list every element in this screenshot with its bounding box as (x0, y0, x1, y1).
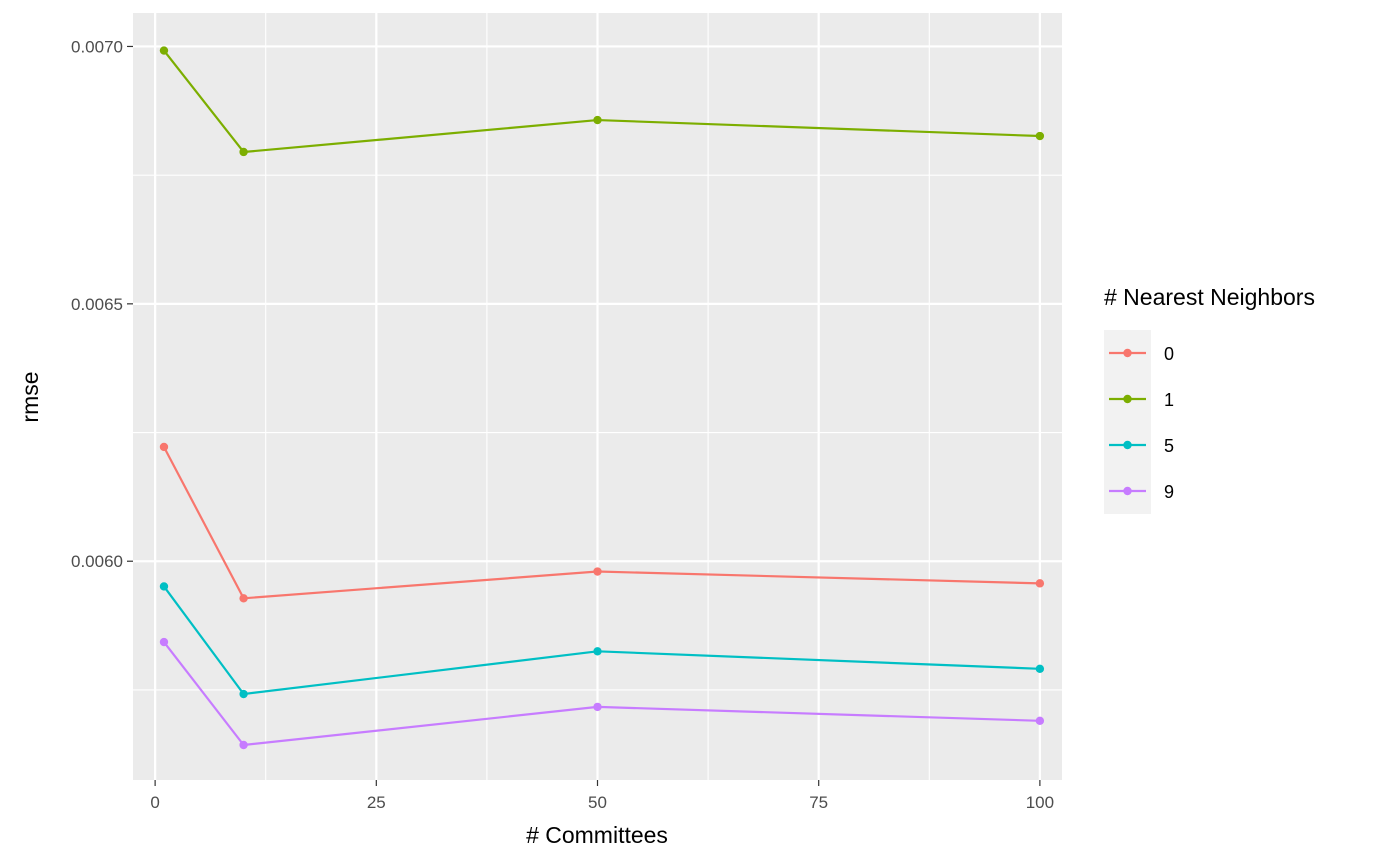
legend-label-0: 0 (1164, 344, 1174, 364)
series-line-9 (163, 641, 1040, 747)
legend-key-point-0 (1123, 348, 1132, 358)
data-point-1 (593, 115, 602, 125)
legend-title: # Nearest Neighbors (1104, 284, 1315, 310)
legend-label-9: 9 (1164, 482, 1174, 502)
x-tick-label: 0 (150, 793, 159, 812)
x-axis-title: # Committees (526, 822, 668, 848)
legend-label-5: 5 (1164, 436, 1174, 456)
axis-ticks (127, 45, 1041, 786)
y-tick-label: 0.0060 (71, 552, 123, 571)
data-point-5 (593, 647, 602, 656)
legend: # Nearest Neighbors 0 1 5 9 (1104, 284, 1315, 514)
y-tick-label: 0.0070 (71, 37, 123, 56)
x-tick-label: 75 (809, 793, 828, 812)
data-point-1 (159, 46, 169, 55)
y-tick-label: 0.0065 (71, 295, 123, 314)
legend-label-1: 1 (1164, 390, 1174, 410)
x-tick-label: 50 (588, 793, 607, 812)
series-layer (159, 46, 1045, 750)
legend-key-point-9 (1123, 486, 1132, 496)
data-point-0 (593, 567, 602, 576)
legend-key-point-5 (1123, 440, 1132, 450)
y-axis-title: rmse (17, 371, 43, 422)
x-tick-label: 100 (1026, 793, 1054, 812)
data-point-9 (1035, 716, 1045, 726)
data-point-1 (1035, 131, 1045, 141)
tick-labels: 0 25 50 75 100 0.0060 0.0065 0.0070 (71, 37, 1054, 812)
data-point-9 (239, 740, 248, 750)
data-point-9 (159, 637, 169, 647)
data-point-5 (239, 689, 248, 699)
series-line-0 (162, 446, 1040, 600)
data-point-9 (593, 702, 602, 712)
x-tick-label: 25 (367, 793, 386, 812)
data-point-1 (239, 147, 248, 157)
legend-key-point-1 (1123, 394, 1132, 404)
data-point-0 (239, 594, 248, 603)
data-point-5 (159, 582, 169, 591)
data-point-0 (159, 442, 169, 452)
legend-items: 0 1 5 9 (1109, 344, 1174, 502)
data-point-0 (1035, 579, 1045, 588)
legend-key-background (1104, 330, 1151, 514)
series-line-5 (163, 585, 1040, 696)
series-line-1 (163, 49, 1040, 154)
data-point-5 (1035, 664, 1045, 674)
